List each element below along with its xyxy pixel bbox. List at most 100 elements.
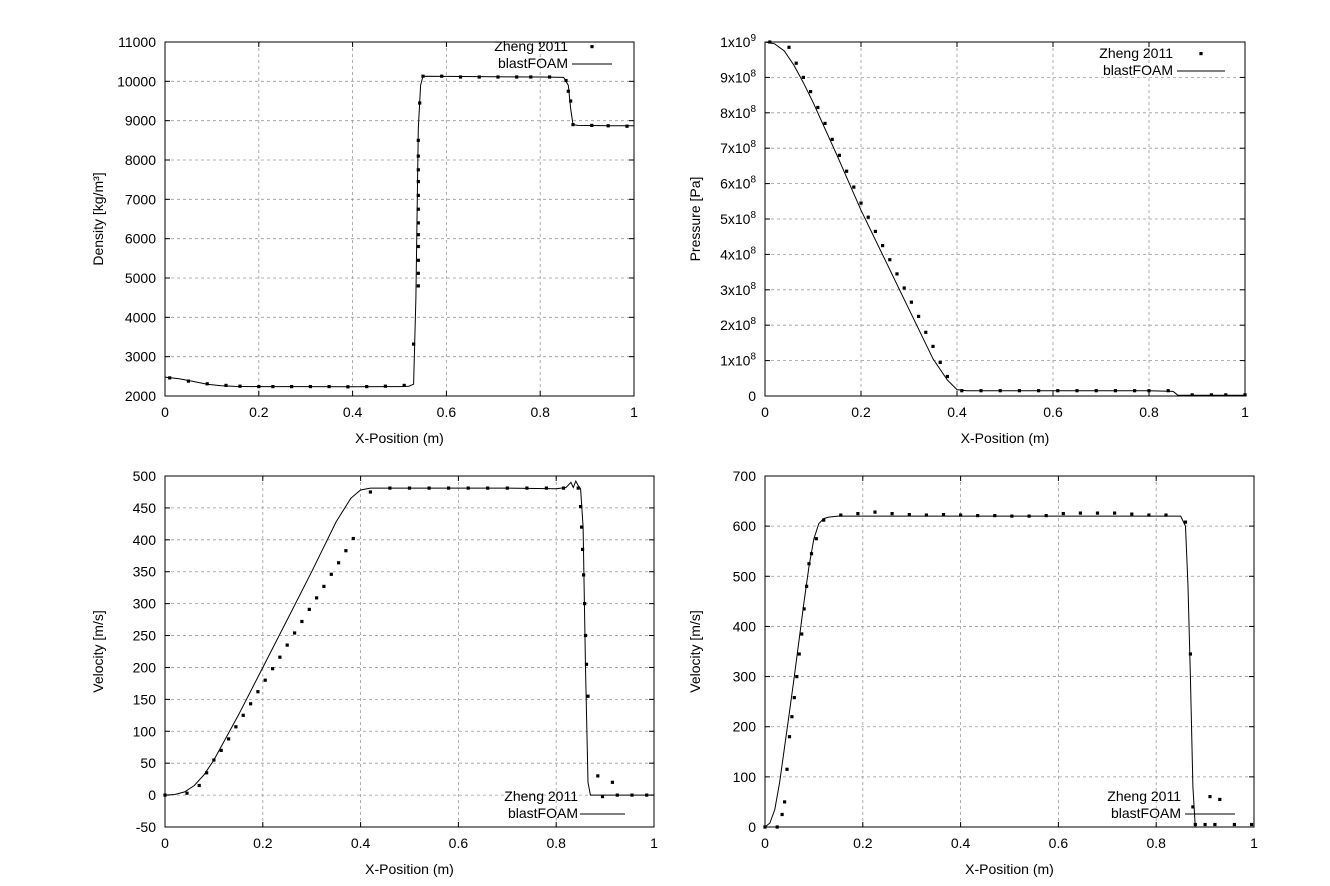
y-tick-label: 600 [733, 518, 757, 534]
data-point [402, 383, 406, 387]
data-point [544, 486, 548, 490]
y-tick-label: 6000 [125, 231, 156, 247]
data-point [959, 513, 963, 517]
data-point [1130, 512, 1134, 516]
y-axis-label: Density [kg/m³] [90, 172, 106, 265]
y-tick-label: 4000 [125, 309, 156, 325]
y-tick-label: 350 [133, 564, 157, 580]
data-point [300, 619, 304, 624]
x-tick-label: 1 [1250, 835, 1258, 851]
plot-frame [164, 475, 655, 828]
data-point [416, 221, 420, 225]
x-tick-label: 1 [650, 835, 658, 851]
x-tick-label: 0.6 [437, 404, 457, 420]
data-point [307, 607, 311, 611]
data-point [224, 383, 228, 387]
plot-frame [164, 41, 635, 397]
x-tick-label: 0 [761, 835, 769, 851]
data-point [579, 505, 583, 509]
data-point [938, 360, 942, 364]
data-point [186, 379, 190, 383]
y-tick-label: 500 [133, 468, 157, 484]
data-point [197, 783, 201, 788]
data-point [329, 572, 333, 576]
data-point [792, 696, 796, 700]
data-point [1147, 513, 1151, 517]
data-point [1095, 511, 1100, 515]
data-point [271, 667, 275, 671]
data-point [1250, 822, 1254, 827]
y-tick-label: 5000 [125, 270, 156, 286]
legend-label: Zheng 2011 [1107, 788, 1181, 804]
x-tick-label: 0.4 [343, 404, 363, 420]
data-point [780, 812, 784, 817]
data-point [809, 90, 813, 94]
y-axis-label: Velocity [m/s] [90, 610, 106, 692]
y-tick-label: 250 [133, 628, 157, 644]
data-point [888, 258, 892, 262]
y-tick-label: 700 [733, 468, 757, 484]
y-tick-label: 1x109 [720, 33, 756, 50]
data-point [873, 510, 877, 514]
data-point [610, 780, 614, 784]
data-point [794, 61, 798, 65]
legend-point-swatch [1208, 795, 1212, 799]
chart-panel-1: 0 0.2 0.4 0.6 0.8 1 2000 3000 4000 5000 6000 7000 80… [90, 34, 638, 446]
data-point [263, 678, 267, 682]
data-point [802, 607, 806, 611]
data-point [839, 513, 843, 517]
data-point [945, 374, 949, 379]
x-tick-label: 0 [161, 835, 169, 851]
legend-point-swatch [600, 795, 605, 799]
y-tick-label: 6x108 [720, 175, 756, 192]
data-point [416, 244, 420, 249]
x-tick-label: 0.6 [1049, 835, 1069, 851]
y-axis-label: Velocity [m/s] [687, 610, 703, 692]
x-tick-label: 0.2 [253, 835, 273, 851]
data-point [368, 490, 372, 494]
legend-label: Zheng 2011 [494, 38, 568, 54]
y-tick-label: 0 [748, 388, 756, 404]
data-point [337, 561, 341, 565]
data-point [787, 45, 791, 49]
y-tick-label: 2000 [125, 388, 156, 404]
data-point [315, 596, 319, 600]
data-point [1183, 520, 1188, 524]
data-point [234, 725, 238, 729]
y-tick-label: 8000 [125, 152, 156, 168]
y-tick-label: 3x108 [720, 281, 756, 298]
data-point [1188, 652, 1192, 656]
data-point [416, 233, 420, 237]
legend-label: blastFOAM [1103, 62, 1173, 78]
x-tick-label: 0.8 [546, 835, 566, 851]
legend-label: blastFOAM [498, 55, 568, 71]
y-tick-label: 500 [733, 568, 757, 584]
y-tick-label: 7000 [125, 191, 156, 207]
data-point [584, 662, 589, 666]
data-point [569, 99, 573, 103]
y-tick-label: 0 [748, 819, 756, 835]
data-point [580, 525, 584, 529]
plot-frame [764, 41, 1246, 397]
x-tick-label: 0.6 [1043, 404, 1063, 420]
data-point [856, 512, 860, 516]
chart-panel-3: 0 0.2 0.4 0.6 0.8 1 -50 0 50 100 150 200 250 300 350 40… [90, 468, 658, 877]
x-tick-label: 0.4 [947, 404, 967, 420]
y-tick-label: 10000 [117, 73, 156, 89]
data-point [185, 791, 189, 795]
data-point [917, 314, 921, 318]
data-point [895, 272, 899, 276]
x-tick-label: 0.4 [951, 835, 971, 851]
y-tick-label: 50 [140, 755, 156, 771]
x-axis-label: X-Position (m) [961, 430, 1050, 446]
data-point [566, 89, 570, 93]
series-line-blastfoam [164, 75, 634, 388]
data-point [227, 737, 231, 741]
y-tick-label: 450 [133, 500, 157, 516]
data-point [941, 513, 946, 517]
data-point [1078, 511, 1082, 515]
data-point [801, 75, 805, 79]
data-point [416, 284, 420, 288]
y-tick-label: 300 [733, 669, 757, 685]
